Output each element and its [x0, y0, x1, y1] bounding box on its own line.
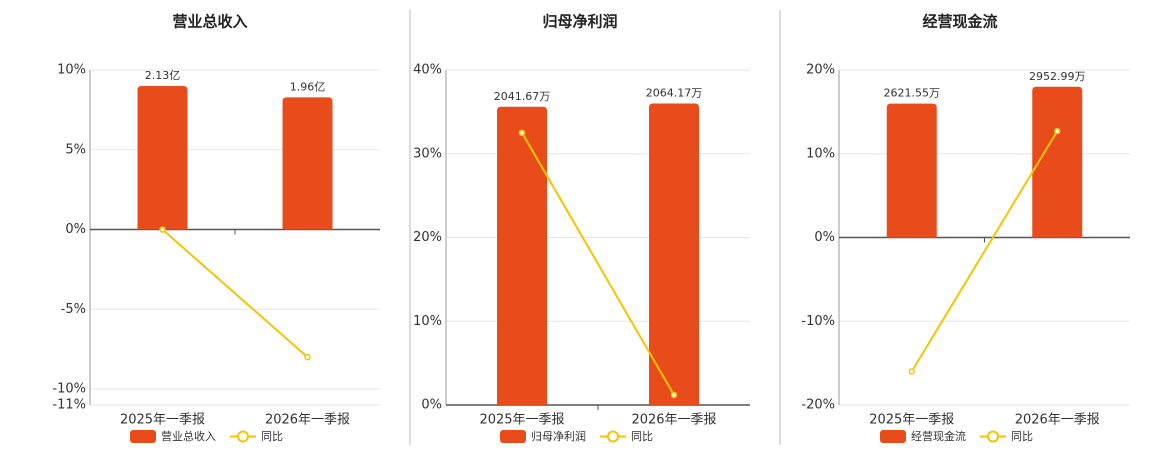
y-tick-label: 10%: [57, 63, 86, 78]
point: [518, 129, 526, 137]
legend-label: 经营现金流: [911, 429, 966, 443]
y-tick-label: 10%: [413, 314, 442, 329]
value-label: 2621.55万: [884, 87, 941, 100]
y-tick-label: 30%: [413, 146, 442, 161]
legend-swatch: [237, 430, 249, 443]
legend-label: 营业总收入: [161, 429, 216, 443]
y-tick-label: -20%: [801, 398, 835, 413]
chart-title: 营业总收入: [172, 13, 247, 31]
legend-swatch: [607, 430, 619, 443]
x-tick-label: 2025年一季报: [869, 413, 954, 428]
legend-swatch: [987, 430, 999, 443]
value-label: 2041.67万: [494, 90, 551, 103]
bar: [282, 97, 333, 230]
x-tick-label: 2026年一季报: [1015, 413, 1100, 428]
y-tick-label: 0%: [65, 222, 86, 237]
legend-swatch: [130, 430, 156, 443]
x-tick-label: 2026年一季报: [631, 413, 716, 428]
line: [161, 228, 309, 358]
bar: [1032, 86, 1083, 238]
chart-title: 经营现金流: [922, 13, 997, 31]
y-tick-label: 0%: [421, 398, 442, 413]
point: [670, 391, 678, 399]
bar: [497, 106, 547, 405]
bar: [137, 85, 188, 230]
legend-swatch: [500, 430, 526, 443]
x-tick-label: 2025年一季报: [479, 413, 564, 428]
x-tick-label: 2026年一季报: [265, 413, 350, 428]
value-label: 2.13亿: [145, 69, 181, 82]
y-tick-label: -11%: [52, 398, 86, 413]
y-tick-label: -10%: [801, 314, 835, 329]
x-tick-label: 2025年一季报: [120, 413, 205, 428]
point: [159, 226, 166, 233]
bar: [649, 103, 699, 405]
legend-label: 归母净利润: [531, 429, 586, 443]
y-tick-label: 20%: [413, 230, 442, 245]
bar: [886, 103, 937, 238]
point: [1054, 127, 1061, 135]
y-tick-label: 10%: [806, 146, 835, 161]
y-tick-label: 40%: [413, 63, 442, 78]
y-tick-label: -10%: [52, 382, 86, 397]
legend-label: 同比: [1011, 430, 1033, 443]
legend-label: 同比: [261, 430, 283, 443]
line: [910, 130, 1059, 373]
value-label: 2952.99万: [1029, 70, 1086, 83]
y-tick-label: 5%: [65, 142, 86, 157]
point: [304, 353, 311, 361]
legend-label: 同比: [631, 430, 653, 443]
point: [908, 368, 915, 375]
line: [521, 132, 675, 396]
chart-title: 归母净利润: [542, 13, 617, 31]
legend-swatch: [880, 430, 906, 443]
y-tick-label: -5%: [61, 302, 86, 317]
y-tick-label: 0%: [814, 230, 835, 245]
y-tick-label: 20%: [806, 63, 835, 78]
value-label: 2064.17万: [646, 87, 703, 100]
value-label: 1.96亿: [290, 80, 326, 93]
